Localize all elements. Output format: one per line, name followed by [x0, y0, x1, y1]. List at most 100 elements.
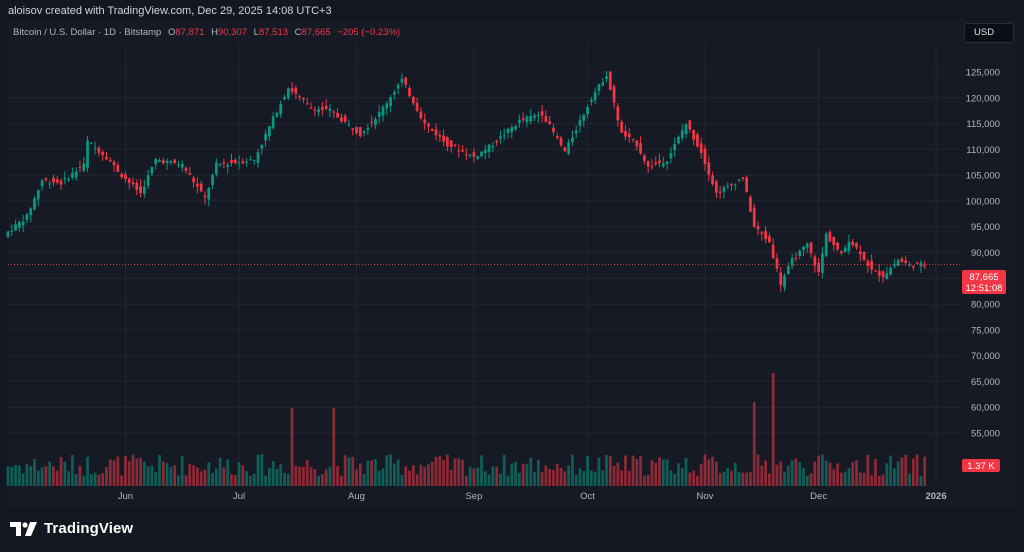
volume-bar [237, 462, 241, 486]
volume-bar [347, 457, 351, 486]
volume-bar [33, 458, 36, 486]
volume-bar [794, 458, 798, 486]
volume-bar [821, 454, 824, 486]
volume-bar [911, 458, 915, 486]
volume-bar [798, 461, 802, 486]
candle-body [355, 126, 358, 134]
volume-bar [393, 463, 396, 486]
volume-bar [419, 464, 423, 486]
volume-bar [699, 463, 703, 486]
volume-bar [434, 456, 438, 486]
candle-body [870, 260, 874, 270]
y-tick-label: 55,000 [971, 429, 1000, 440]
volume-bar [881, 474, 885, 486]
candle-body [654, 162, 658, 165]
currency-button[interactable]: USD [964, 23, 1014, 43]
volume-bar [900, 457, 904, 486]
volume-bar [461, 459, 464, 486]
volume-bar [506, 475, 510, 486]
candle-body [601, 82, 605, 86]
volume-bar [93, 472, 97, 486]
volume-bar [828, 462, 832, 486]
volume-bar [199, 471, 203, 486]
candle-body [631, 138, 635, 140]
volume-bar [89, 474, 93, 486]
candle-body [343, 115, 347, 122]
volume-bar [233, 474, 237, 486]
volume-bar [756, 454, 760, 486]
open-label: O [168, 27, 176, 38]
volume-bar [847, 467, 851, 486]
volume-bar [578, 468, 582, 486]
candle-body [707, 162, 711, 175]
candle-body [78, 167, 82, 169]
candle-body [177, 164, 180, 166]
candle-body [877, 270, 881, 276]
volume-bar [214, 468, 218, 486]
candle-body [696, 134, 699, 147]
volume-bar [752, 402, 756, 486]
candle-body [900, 258, 904, 263]
candle-body [874, 270, 877, 272]
volume-bar [256, 454, 260, 486]
volume-bar [707, 459, 711, 486]
change-value: −205 (−0.23%) [337, 27, 401, 38]
volume-bar [52, 466, 55, 486]
candle-body [286, 88, 290, 98]
volume-bar [536, 459, 540, 486]
chart-panel[interactable] [8, 20, 1016, 508]
candle-body [896, 260, 900, 266]
candle-body [252, 159, 256, 161]
candle-body [540, 111, 544, 116]
x-tick-label: Jun [118, 491, 133, 502]
candle-body [851, 241, 855, 246]
volume-bar [40, 467, 44, 486]
volume-bar [146, 466, 150, 486]
candle-body [427, 123, 430, 127]
candle-body [824, 233, 828, 257]
candle-body [351, 128, 355, 130]
volume-bar [404, 466, 408, 486]
volume-bar [48, 461, 52, 486]
volume-bar [684, 458, 688, 486]
volume-bar [620, 470, 624, 486]
volume-bar [904, 454, 908, 486]
candle-body [669, 153, 673, 159]
candle-body [135, 182, 139, 190]
volume-bar [396, 459, 400, 486]
candle-body [499, 136, 502, 139]
candle-body [180, 163, 184, 168]
volume-bar [858, 472, 862, 486]
candle-body [885, 273, 889, 280]
volume-bar [400, 475, 404, 486]
volume-bar [241, 465, 245, 486]
candle-body [256, 152, 260, 163]
volume-bar [108, 459, 112, 486]
candle-body [544, 116, 548, 122]
volume-bar [726, 467, 730, 486]
candle-body [29, 208, 33, 216]
x-tick-label: Dec [810, 491, 827, 502]
candle-body [487, 144, 491, 153]
volume-bar [222, 467, 226, 486]
low-label: L [253, 27, 259, 38]
volume-bar [824, 460, 828, 486]
candle-body [161, 160, 165, 164]
volume-tag: 1.37 K [962, 459, 1000, 472]
volume-bar [230, 474, 233, 486]
candle-body [862, 251, 866, 260]
volume-bar [127, 461, 131, 486]
volume-bar [529, 457, 533, 486]
volume-bar [336, 466, 339, 486]
candle-body [559, 137, 563, 146]
y-tick-label: 110,000 [966, 145, 1000, 156]
candle-body [52, 177, 55, 183]
candle-body [415, 102, 419, 111]
volume-bar [366, 460, 370, 486]
volume-bar [101, 472, 105, 486]
tradingview-logo[interactable]: TradingView [10, 520, 133, 537]
y-tick-label: 60,000 [971, 403, 1000, 414]
volume-bar [893, 468, 896, 486]
y-tick-label: 100,000 [966, 196, 1000, 207]
